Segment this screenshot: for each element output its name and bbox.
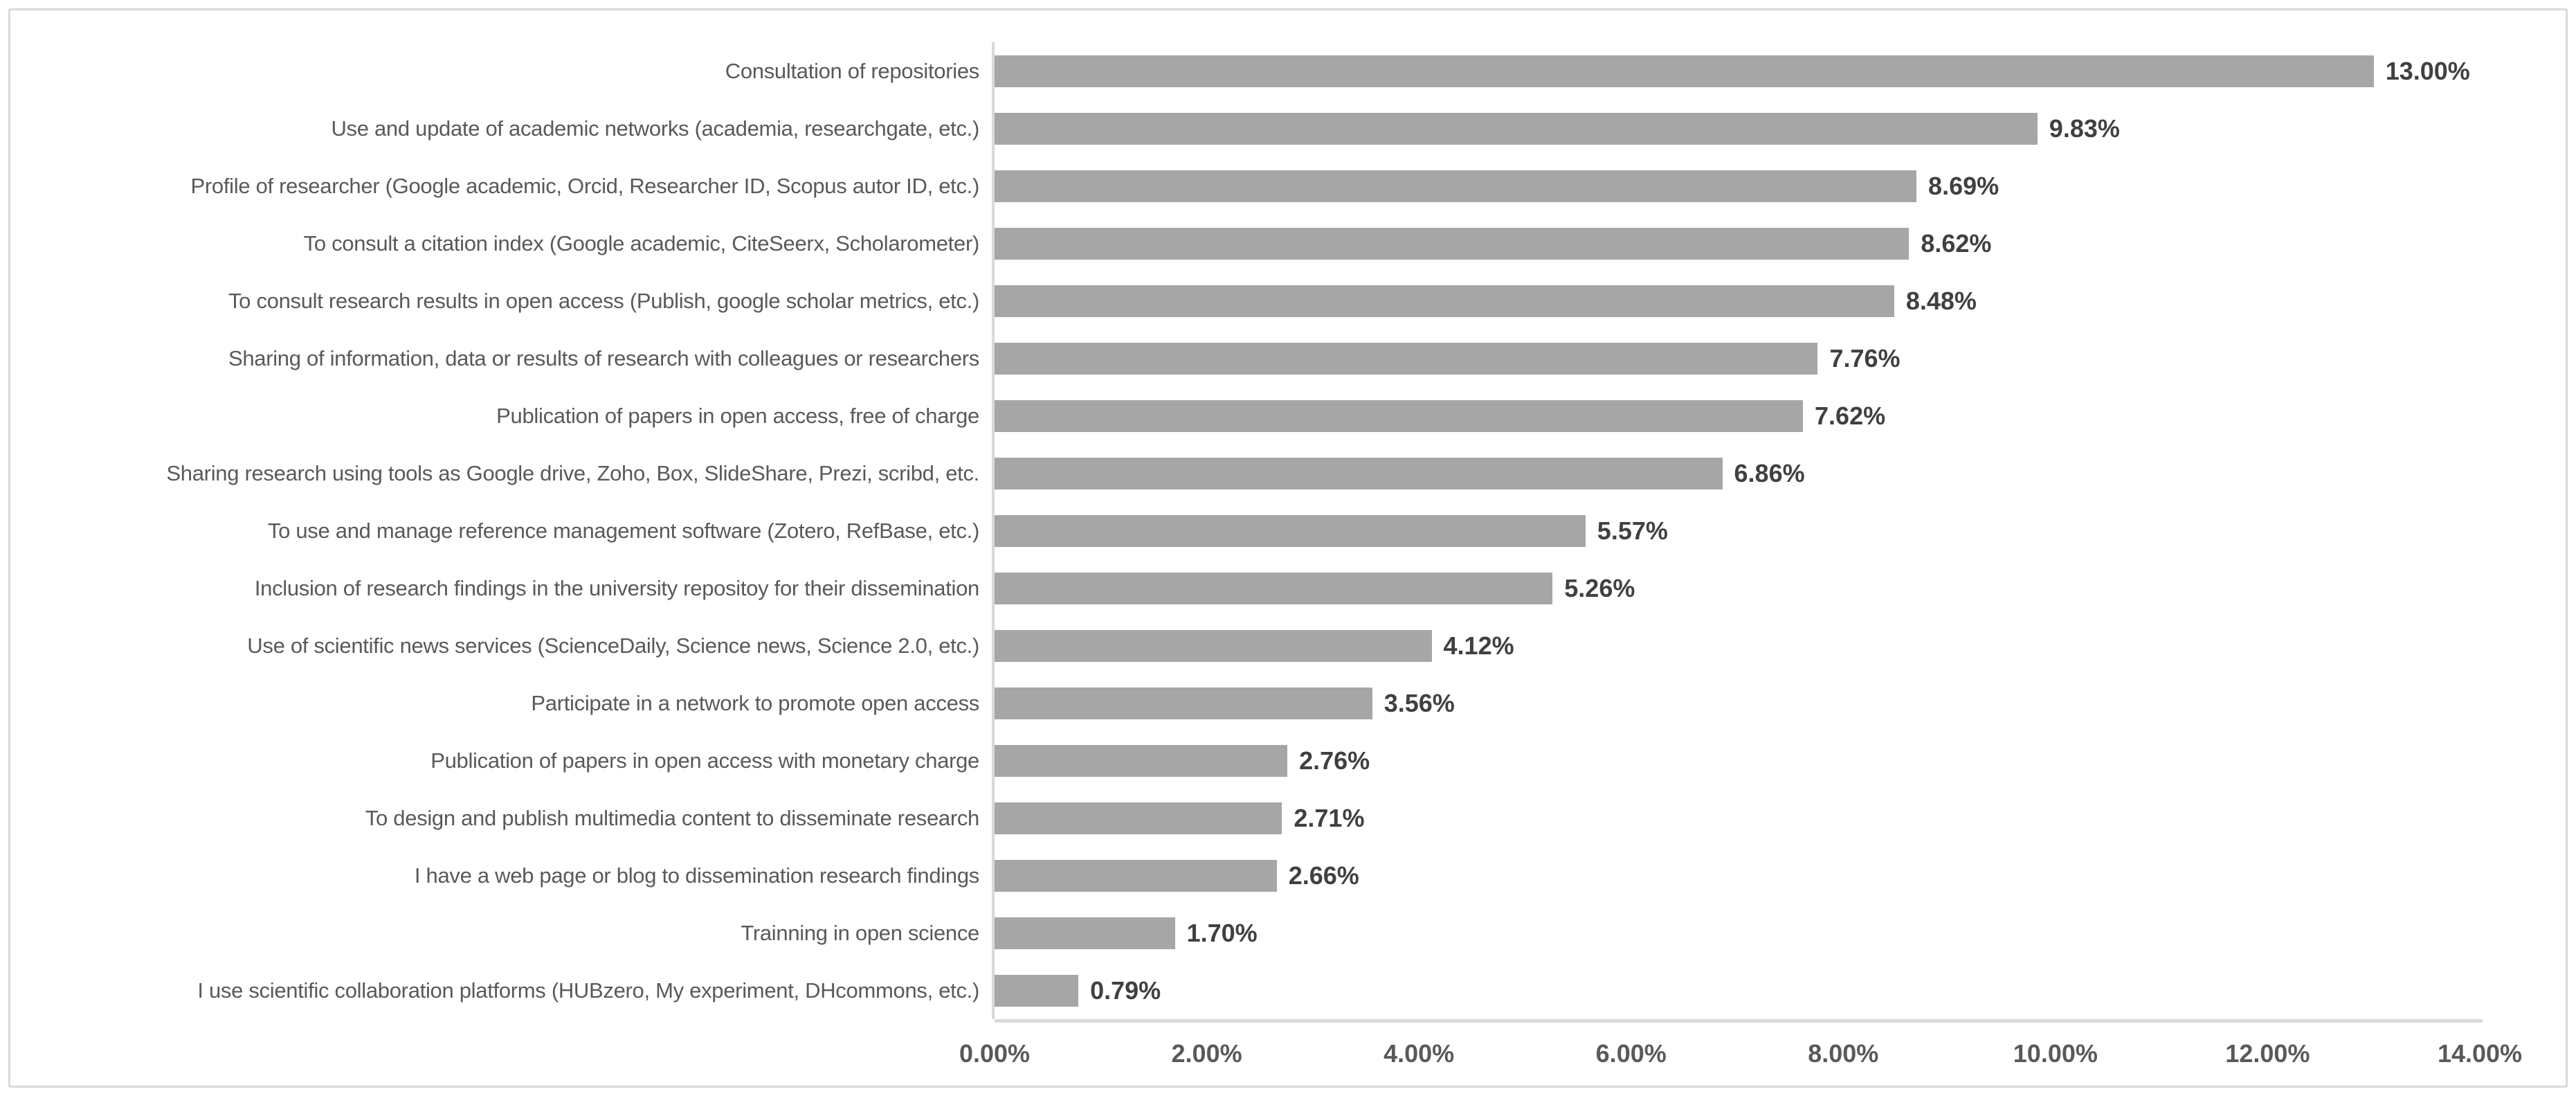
value-label: 9.83%	[2049, 114, 2120, 143]
bar-track: 4.12%	[992, 617, 2566, 674]
category-label: Publication of papers in open access, fr…	[496, 403, 979, 428]
category-row: I use scientific collaboration platforms…	[10, 962, 2566, 1019]
bar-track: 13.00%	[992, 42, 2566, 100]
value-label: 8.62%	[1921, 228, 1992, 258]
chart-frame: Consultation of repositories 13.00% Use an…	[8, 8, 2568, 1088]
value-label: 3.56%	[1384, 688, 1455, 717]
value-label: 13.00%	[2385, 56, 2470, 85]
x-tick-label: 0.00%	[959, 1039, 1031, 1068]
bar-track: 8.69%	[992, 157, 2566, 215]
bar-rows: Consultation of repositories 13.00% Use an…	[10, 42, 2566, 1019]
category-row: Consultation of repositories 13.00%	[10, 42, 2566, 100]
bar	[995, 514, 1586, 547]
x-axis-scale: 0.00% 2.00% 4.00% 6.00% 8.00% 10.00% 12.00% 14.…	[959, 1019, 2522, 1086]
bar-track: 5.57%	[992, 502, 2566, 559]
bar	[995, 112, 2038, 145]
horizontal-bar-chart: Consultation of repositories 13.00% Use an…	[10, 10, 2566, 1086]
bar	[995, 917, 1175, 949]
value-label: 5.57%	[1597, 516, 1668, 545]
bar-track: 5.26%	[992, 559, 2566, 617]
value-label: 2.76%	[1299, 746, 1370, 775]
bar	[995, 399, 1804, 432]
category-label: Use and update of academic networks (aca…	[331, 116, 979, 141]
category-label: Profile of researcher (Google academic, …	[190, 173, 980, 198]
category-label: To use and manage reference management s…	[267, 518, 979, 543]
category-row: Use and update of academic networks (aca…	[10, 100, 2566, 157]
value-label: 6.86%	[1734, 458, 1805, 487]
category-row: To consult a citation index (Google acad…	[10, 215, 2566, 272]
category-row: Trainning in open science 1.70%	[10, 904, 2566, 962]
x-tick-label: 8.00%	[1808, 1039, 1879, 1068]
category-row: Sharing research using tools as Google d…	[10, 444, 2566, 502]
bar-track: 8.48%	[992, 272, 2566, 330]
value-label: 2.71%	[1294, 803, 1365, 832]
bar	[995, 744, 1288, 777]
bar-track: 2.76%	[992, 732, 2566, 789]
bar-track: 2.66%	[992, 847, 2566, 904]
value-label: 7.62%	[1815, 401, 1886, 430]
x-tick-label: 4.00%	[1384, 1039, 1455, 1068]
bar	[995, 342, 1818, 375]
x-tick-label: 10.00%	[2013, 1039, 2098, 1068]
bar	[995, 974, 1079, 1007]
bar	[995, 572, 1553, 604]
category-label: I have a web page or blog to disseminati…	[414, 863, 979, 888]
category-row: Publication of papers in open access wit…	[10, 732, 2566, 789]
bar-track: 8.62%	[992, 215, 2566, 272]
x-tick-label: 14.00%	[2437, 1039, 2523, 1068]
value-label: 0.79%	[1090, 976, 1161, 1005]
value-label: 7.76%	[1829, 343, 1901, 372]
value-label: 8.69%	[1928, 171, 1999, 200]
bar	[995, 55, 2374, 87]
bar-track: 0.79%	[992, 962, 2566, 1019]
value-label: 5.26%	[1564, 573, 1635, 602]
category-label: Trainning in open science	[741, 920, 979, 945]
category-row: To design and publish multimedia content…	[10, 789, 2566, 847]
x-tick-label: 2.00%	[1171, 1039, 1242, 1068]
bar	[995, 859, 1277, 892]
value-label: 8.48%	[1905, 286, 1977, 315]
category-row: Sharing of information, data or results …	[10, 330, 2566, 387]
value-label: 1.70%	[1186, 918, 1258, 947]
category-label: To consult research results in open acce…	[228, 288, 979, 313]
category-label: To consult a citation index (Google acad…	[303, 231, 980, 255]
category-label: Publication of papers in open access wit…	[430, 748, 979, 773]
bar	[995, 802, 1282, 834]
x-axis: 0.00% 2.00% 4.00% 6.00% 8.00% 10.00% 12.00% 14.…	[10, 1019, 2566, 1086]
bar	[995, 687, 1372, 719]
category-label: Inclusion of research findings in the un…	[254, 575, 979, 600]
category-row: Inclusion of research findings in the un…	[10, 559, 2566, 617]
category-label: To design and publish multimedia content…	[365, 805, 980, 830]
category-row: Use of scientific news services (Science…	[10, 617, 2566, 674]
bar-track: 6.86%	[992, 444, 2566, 502]
bar-track: 1.70%	[992, 904, 2566, 962]
category-label: I use scientific collaboration platforms…	[197, 978, 979, 1003]
bar	[995, 457, 1723, 489]
category-row: To use and manage reference management s…	[10, 502, 2566, 559]
category-row: Participate in a network to promote open…	[10, 674, 2566, 732]
x-tick-label: 12.00%	[2225, 1039, 2310, 1068]
bar	[995, 629, 1432, 662]
bar-track: 9.83%	[992, 100, 2566, 157]
category-label: Sharing of information, data or results …	[228, 345, 979, 370]
bar	[995, 285, 1894, 317]
bar-track: 2.71%	[992, 789, 2566, 847]
bar-track: 7.76%	[992, 330, 2566, 387]
value-label: 2.66%	[1288, 861, 1359, 890]
category-row: Publication of papers in open access, fr…	[10, 387, 2566, 444]
x-axis-spacer	[10, 1019, 992, 1086]
category-row: To consult research results in open acce…	[10, 272, 2566, 330]
bar	[995, 170, 1917, 202]
bar	[995, 227, 1910, 260]
category-row: Profile of researcher (Google academic, …	[10, 157, 2566, 215]
x-tick-label: 6.00%	[1595, 1039, 1667, 1068]
bar-track: 3.56%	[992, 674, 2566, 732]
category-row: I have a web page or blog to disseminati…	[10, 847, 2566, 904]
category-label: Consultation of repositories	[725, 58, 980, 83]
value-label: 4.12%	[1443, 631, 1514, 660]
bar-track: 7.62%	[992, 387, 2566, 444]
category-label: Use of scientific news services (Science…	[247, 633, 979, 658]
category-label: Sharing research using tools as Google d…	[166, 460, 979, 485]
category-label: Participate in a network to promote open…	[531, 690, 979, 715]
